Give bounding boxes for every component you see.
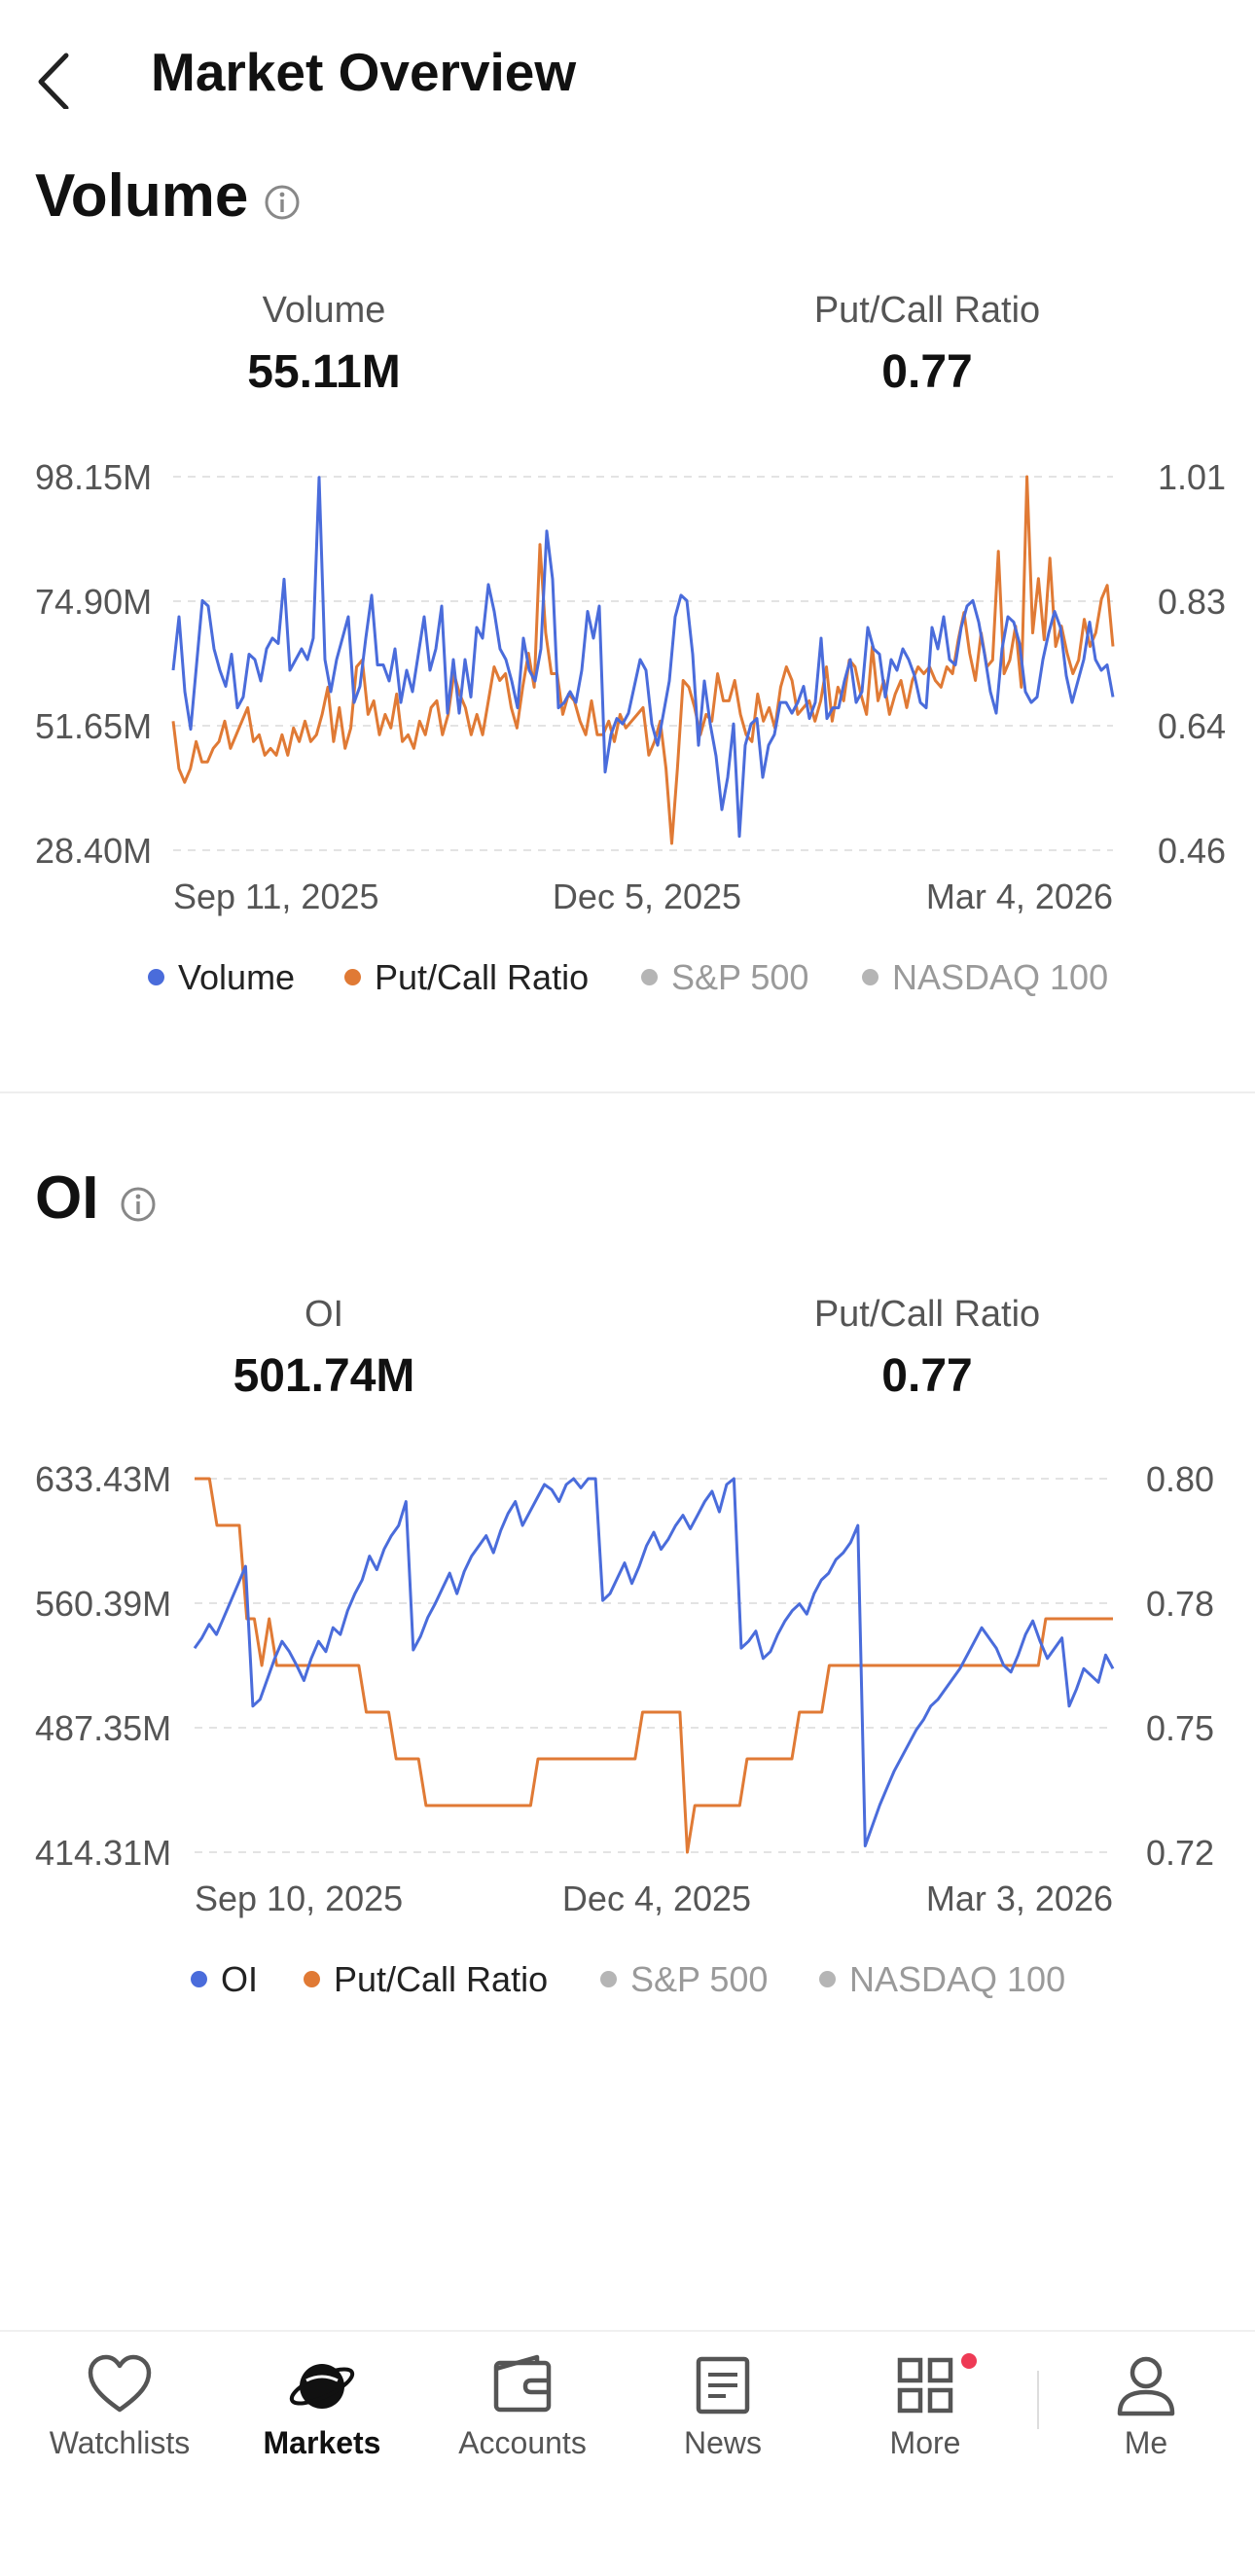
tab-news[interactable]: News xyxy=(635,2351,810,2497)
volume-section-title: Volume xyxy=(35,162,249,230)
x-tick-label: Mar 3, 2026 xyxy=(926,1878,1113,1918)
tab-more[interactable]: More xyxy=(838,2351,1013,2497)
volume-pcr-label: Put/Call Ratio xyxy=(813,290,1041,331)
y-left-tick-label: 487.35M xyxy=(35,1708,171,1748)
legend-sp500[interactable]: S&P 500 xyxy=(641,957,808,998)
planet-icon xyxy=(289,2364,355,2409)
x-tick-label: Sep 10, 2025 xyxy=(195,1878,403,1918)
legend-oi[interactable]: OI xyxy=(191,1959,258,2000)
tab-watchlists[interactable]: Watchlists xyxy=(32,2351,207,2497)
legend-dot xyxy=(148,968,164,985)
y-right-tick-label: 0.46 xyxy=(1158,831,1226,871)
oi-legend: OI Put/Call Ratio S&P 500 NASDAQ 100 xyxy=(0,1959,1255,2018)
oi-metric-label: OI xyxy=(304,1294,344,1335)
legend-dot xyxy=(304,1970,320,1987)
y-left-tick-label: 74.90M xyxy=(35,582,152,622)
legend-nasdaq100[interactable]: NASDAQ 100 xyxy=(819,1959,1065,2000)
y-right-tick-label: 0.80 xyxy=(1146,1459,1214,1499)
legend-dot xyxy=(862,968,878,985)
y-left-tick-label: 51.65M xyxy=(35,706,152,746)
tab-label: Markets xyxy=(263,2425,381,2460)
legend-dot xyxy=(344,968,361,985)
y-right-tick-label: 0.78 xyxy=(1146,1584,1214,1624)
oi-pcr-value: 0.77 xyxy=(881,1350,973,1402)
oi-chart[interactable]: 633.43M 0.80 560.39M 0.78 487.35M 0.75 414.31M… xyxy=(0,1430,1255,1926)
tab-label: News xyxy=(683,2425,762,2460)
x-tick-label: Dec 4, 2025 xyxy=(562,1878,751,1918)
oi-pcr-label: Put/Call Ratio xyxy=(813,1294,1041,1335)
legend-label: Put/Call Ratio xyxy=(375,957,590,997)
bottom-tab-bar: Watchlists Markets Accounts News xyxy=(0,2330,1255,2576)
y-left-tick-label: 28.40M xyxy=(35,831,152,871)
y-left-tick-label: 98.15M xyxy=(35,457,152,497)
section-divider xyxy=(0,1091,1255,1093)
legend-label: NASDAQ 100 xyxy=(849,1959,1066,1999)
tab-separator xyxy=(1037,2371,1039,2429)
tab-me[interactable]: Me xyxy=(1058,2351,1234,2497)
wallet-icon xyxy=(493,2354,552,2413)
x-tick-label: Mar 4, 2026 xyxy=(926,877,1113,916)
tab-label: More xyxy=(889,2425,961,2460)
series-line-oi xyxy=(193,1477,1115,1847)
oi-section-title: OI xyxy=(35,1164,99,1232)
back-button[interactable] xyxy=(27,41,86,111)
y-left-tick-label: 633.43M xyxy=(35,1459,171,1499)
legend-label: Put/Call Ratio xyxy=(334,1959,549,1999)
tab-markets[interactable]: Markets xyxy=(234,2351,410,2497)
volume-metric-value: 55.11M xyxy=(247,346,401,398)
legend-put-call-ratio[interactable]: Put/Call Ratio xyxy=(304,1959,548,2000)
tab-accounts[interactable]: Accounts xyxy=(435,2351,610,2497)
tab-label: Me xyxy=(1124,2425,1168,2460)
tab-label: Accounts xyxy=(458,2425,587,2460)
legend-dot xyxy=(641,968,658,985)
series-line-put-call-ratio xyxy=(195,1477,1113,1854)
page-title: Market Overview xyxy=(151,42,577,102)
volume-pcr-value: 0.77 xyxy=(881,346,973,398)
volume-chart[interactable]: 98.15M 1.01 74.90M 0.83 51.65M 0.64 28.40M 0.46… xyxy=(0,428,1255,924)
oi-metric-value: 501.74M xyxy=(233,1350,415,1402)
series-line-volume xyxy=(171,476,1115,839)
legend-dot xyxy=(600,1970,617,1987)
legend-label: Volume xyxy=(178,957,296,997)
y-left-tick-label: 414.31M xyxy=(35,1833,171,1873)
x-tick-label: Dec 5, 2025 xyxy=(553,877,741,916)
legend-label: S&P 500 xyxy=(630,1959,769,1999)
series-line-put-call-ratio xyxy=(171,475,1115,845)
volume-legend: Volume Put/Call Ratio S&P 500 NASDAQ 100 xyxy=(0,957,1255,1016)
legend-volume[interactable]: Volume xyxy=(148,957,295,998)
legend-dot xyxy=(819,1970,836,1987)
y-left-tick-label: 560.39M xyxy=(35,1584,171,1624)
legend-label: S&P 500 xyxy=(671,957,809,997)
oi-info-icon[interactable] xyxy=(119,1185,158,1224)
y-right-tick-label: 0.72 xyxy=(1146,1833,1214,1873)
legend-put-call-ratio[interactable]: Put/Call Ratio xyxy=(344,957,589,998)
legend-dot xyxy=(191,1970,207,1987)
chevron-left-icon xyxy=(38,53,69,111)
legend-label: OI xyxy=(221,1959,259,1999)
person-icon xyxy=(1117,2356,1175,2416)
tab-label: Watchlists xyxy=(49,2425,191,2460)
legend-sp500[interactable]: S&P 500 xyxy=(600,1959,768,2000)
y-right-tick-label: 1.01 xyxy=(1158,457,1226,497)
volume-info-icon[interactable] xyxy=(263,183,302,222)
legend-label: NASDAQ 100 xyxy=(892,957,1109,997)
y-right-tick-label: 0.64 xyxy=(1158,706,1226,746)
y-right-tick-label: 0.75 xyxy=(1146,1708,1214,1748)
y-right-tick-label: 0.83 xyxy=(1158,582,1226,622)
volume-metric-label: Volume xyxy=(262,290,386,331)
heart-icon xyxy=(88,2354,152,2413)
news-icon xyxy=(696,2356,750,2415)
legend-nasdaq100[interactable]: NASDAQ 100 xyxy=(862,957,1108,998)
x-tick-label: Sep 11, 2025 xyxy=(173,877,379,916)
top-bar: Market Overview xyxy=(0,0,1255,146)
grid-icon xyxy=(897,2357,953,2414)
notification-badge xyxy=(961,2353,977,2369)
